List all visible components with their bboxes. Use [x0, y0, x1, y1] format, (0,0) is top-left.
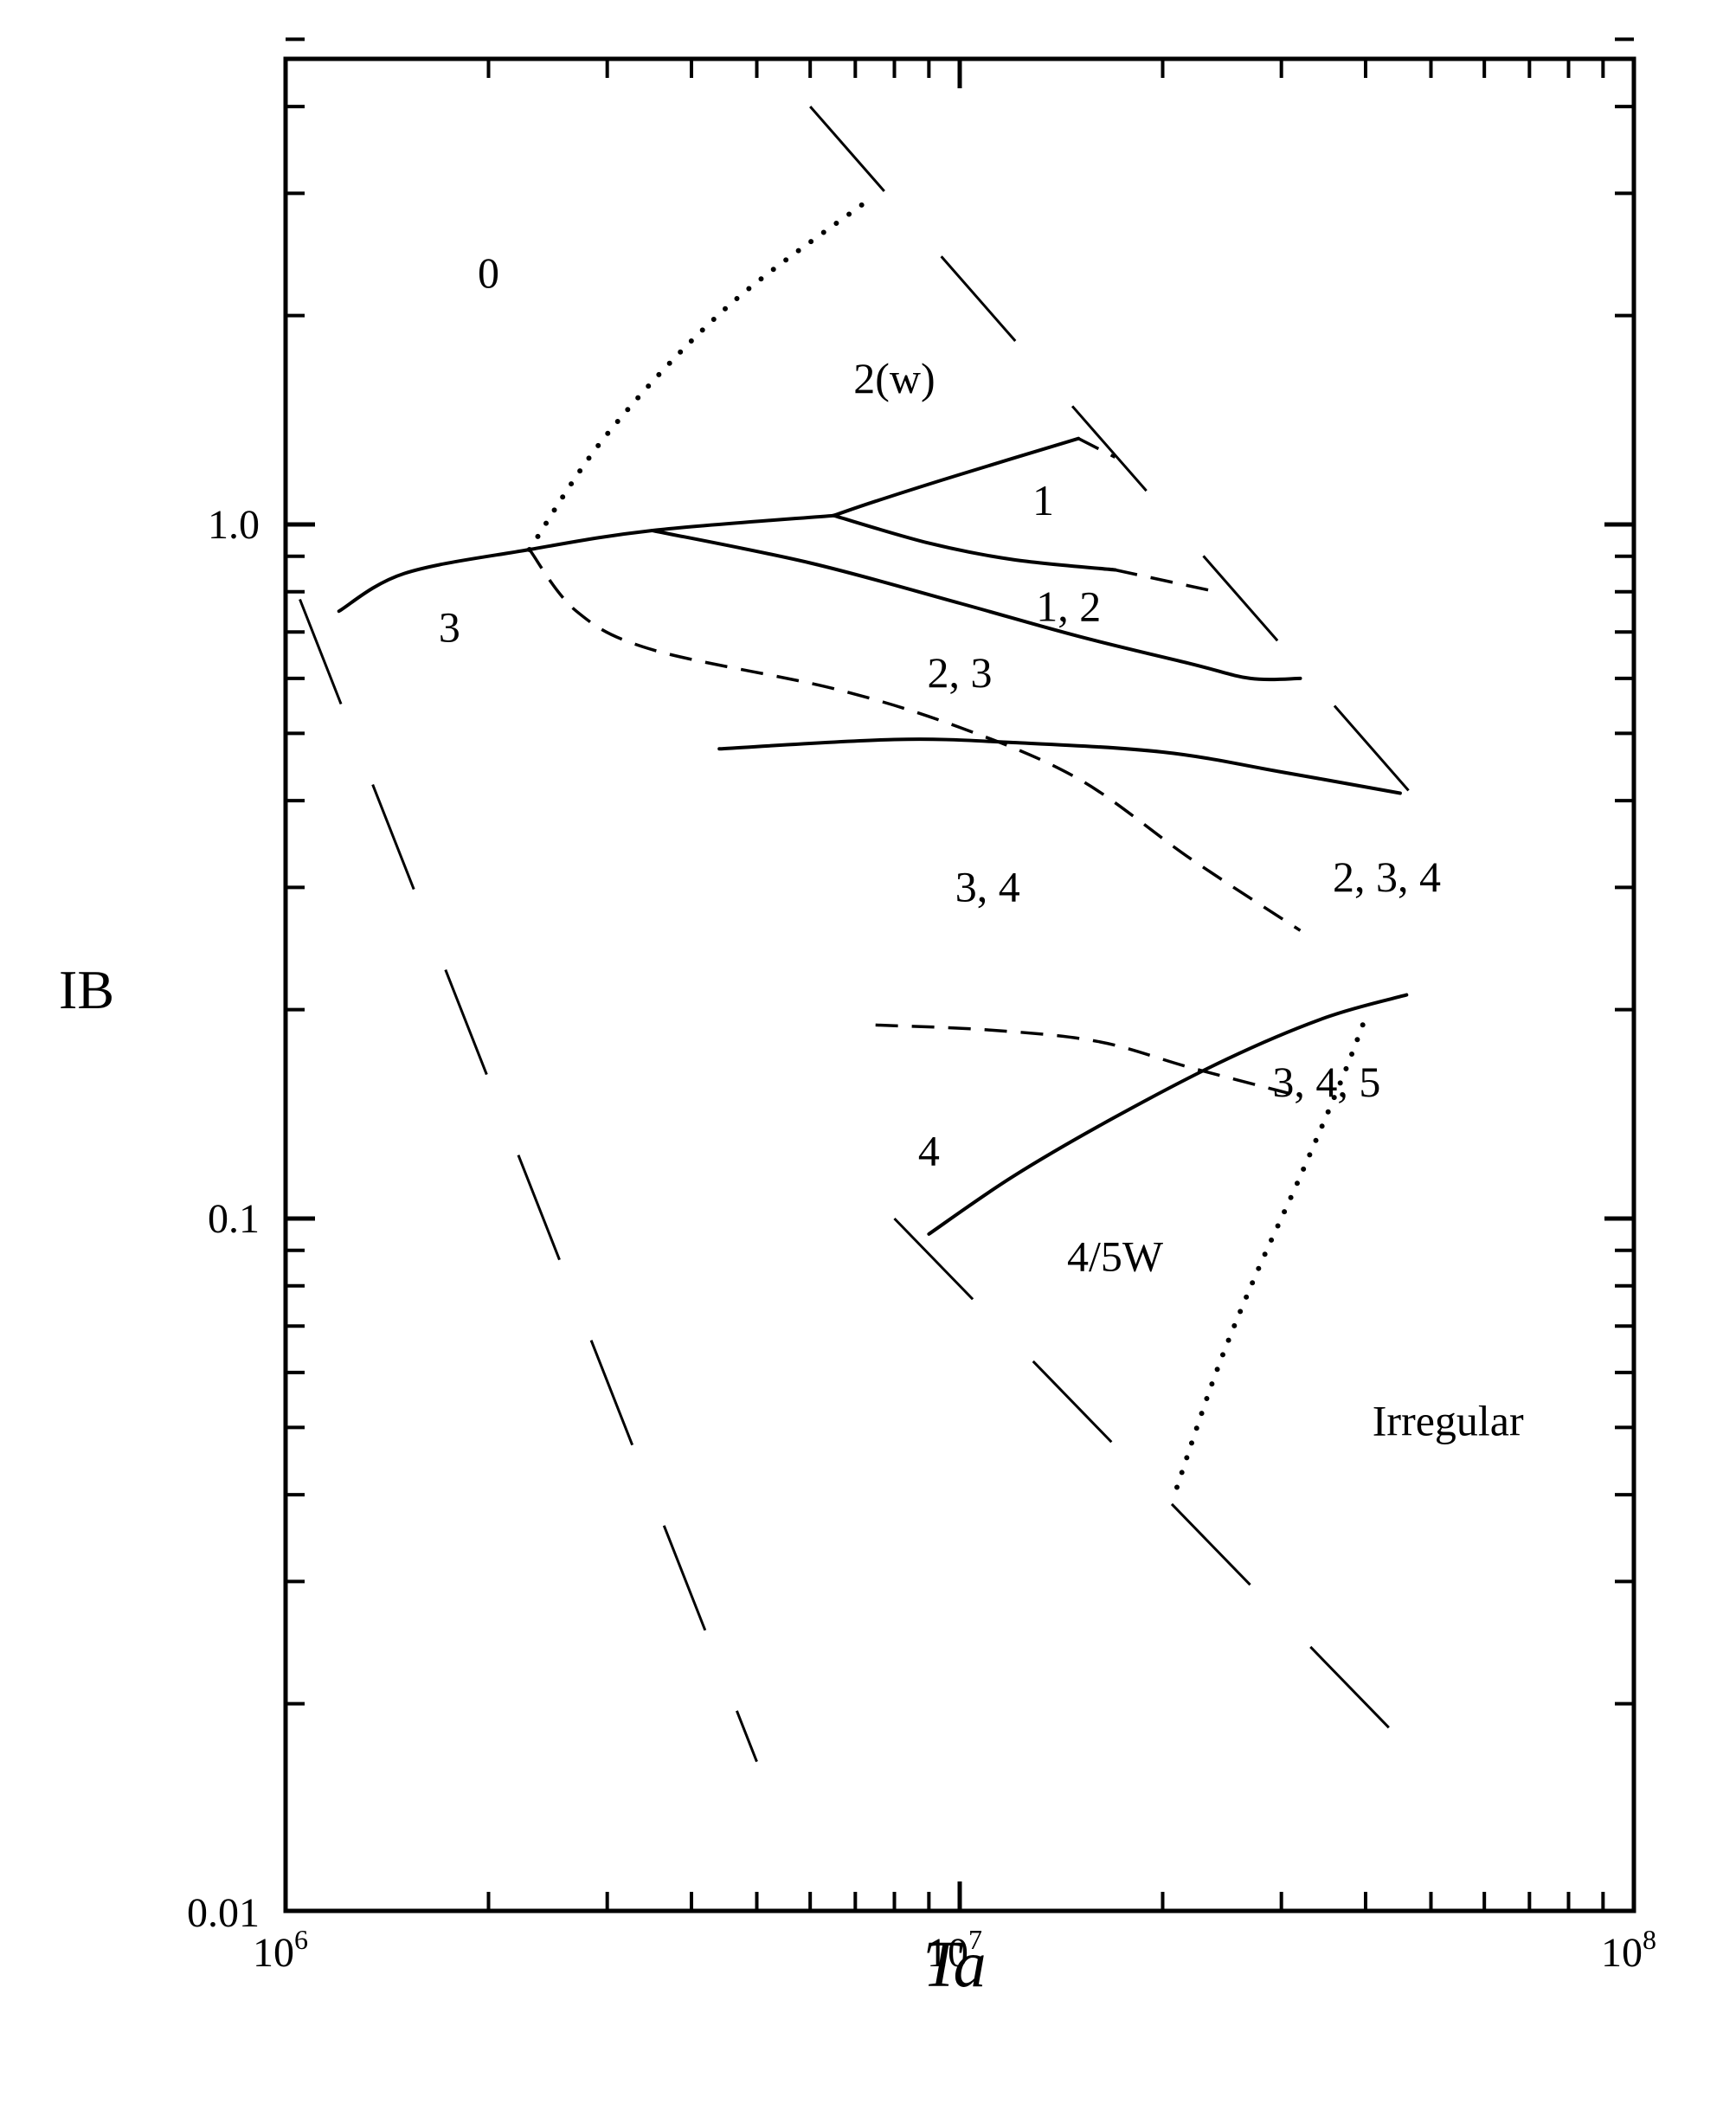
x-tick-label: 106 — [253, 1924, 308, 1976]
region-label: Irregular — [1373, 1397, 1524, 1445]
boundary-curve-long-dash — [299, 598, 758, 1763]
y-axis-ticks: 0.01 0.1 1.0 — [187, 37, 1634, 1936]
x-tick-label-exponent: 6 — [294, 1924, 308, 1955]
region-label: 3, 4 — [955, 862, 1020, 910]
boundary-curve-solid — [832, 436, 1081, 518]
x-tick-label-exponent: 7 — [968, 1924, 982, 1955]
region-label: 2, 3, 4 — [1333, 852, 1441, 901]
y-tick-label: 1.0 — [208, 502, 260, 548]
region-labels: 0 2(w) 1 1, 2 3 2, 3 3, 4 2, 3, 4 3, 4, 5 4 4/5W Ir… — [439, 248, 1524, 1445]
boundary-curve-dotted — [526, 201, 866, 552]
x-tick-label-base: 10 — [253, 1930, 294, 1976]
boundary-curve-solid — [717, 737, 1402, 795]
y-tick-label: 0.1 — [208, 1196, 260, 1242]
y-tick-label: 0.01 — [187, 1890, 260, 1936]
boundary-curve-dotted — [1174, 1014, 1368, 1490]
region-label: 2(w) — [853, 354, 935, 402]
region-label: 3 — [439, 602, 460, 651]
x-axis-ticks: 106 107 108 — [253, 59, 1656, 1976]
x-tick-label-base: 10 — [1601, 1930, 1643, 1976]
boundary-curve-dashed — [1115, 568, 1217, 594]
boundary-curve-long-dash — [809, 106, 1432, 817]
region-label: 2, 3 — [928, 648, 993, 697]
curves-layer — [299, 106, 1432, 1772]
boundary-curve-solid — [650, 529, 1302, 682]
region-label: 1 — [1032, 476, 1054, 524]
plot-border — [283, 56, 1636, 1913]
x-tick-label: 107 — [927, 1924, 982, 1976]
boundary-curve-solid — [832, 513, 1117, 572]
region-label: 0 — [478, 248, 499, 297]
x-tick-label-exponent: 8 — [1643, 1924, 1656, 1955]
boundary-curve-dashed — [875, 1023, 1301, 1098]
x-tick-label-base: 10 — [927, 1930, 968, 1976]
region-label: 3, 4, 5 — [1272, 1058, 1380, 1106]
x-tick-label: 108 — [1601, 1924, 1656, 1976]
region-label: 1, 2 — [1036, 582, 1101, 631]
boundary-curve-dashed — [1077, 437, 1116, 459]
plot-frame — [283, 56, 1636, 1913]
boundary-curve-solid — [337, 513, 836, 614]
region-label: 4 — [918, 1126, 940, 1174]
x-axis-label: Ta — [923, 1928, 986, 2001]
boundary-curve-long-dash — [893, 1217, 1432, 1772]
y-axis-label: IB — [59, 959, 114, 1020]
region-label: 4/5W — [1067, 1232, 1164, 1281]
boundary-curve-solid — [927, 993, 1409, 1236]
boundary-curve-dashed — [528, 548, 1302, 932]
